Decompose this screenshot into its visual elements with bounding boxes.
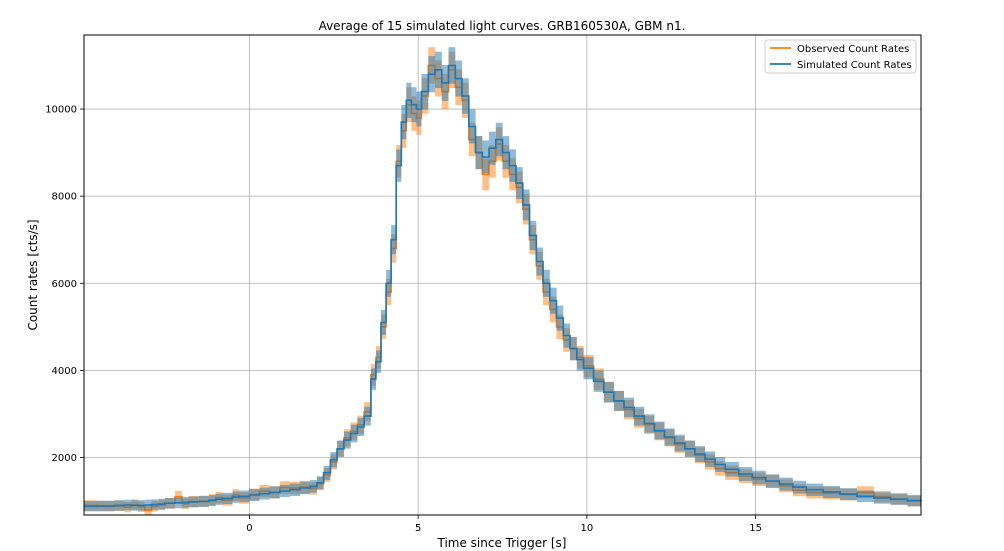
legend-box [764,39,917,74]
x-tick-label: 10 [581,523,594,534]
x-tick-label: 0 [246,523,252,534]
chart-title: Average of 15 simulated light curves. GR… [319,19,686,33]
legend-label-observed: Observed Count Rates [797,44,909,55]
x-axis: 0 5 10 15 [246,515,762,534]
y-tick-label: 8000 [52,192,77,203]
y-tick-label: 2000 [52,453,77,464]
series-layer [84,47,922,516]
y-tick-label: 6000 [52,279,77,290]
y-tick-label: 4000 [52,366,77,377]
y-axis: 2000 4000 6000 8000 10000 [45,105,84,464]
y-axis-label: Count rates [cts/s] [26,219,40,330]
series-line [84,64,922,508]
legend-label-simulated: Simulated Count Rates [797,60,912,71]
x-tick-label: 15 [749,523,762,534]
x-tick-label: 5 [415,523,421,534]
series-simulated [84,47,922,512]
x-axis-label: Time since Trigger [s] [437,536,567,550]
plot-frame [83,34,922,516]
y-tick-label: 10000 [45,105,77,116]
legend: Observed Count Rates Simulated Count Rat… [764,39,917,74]
